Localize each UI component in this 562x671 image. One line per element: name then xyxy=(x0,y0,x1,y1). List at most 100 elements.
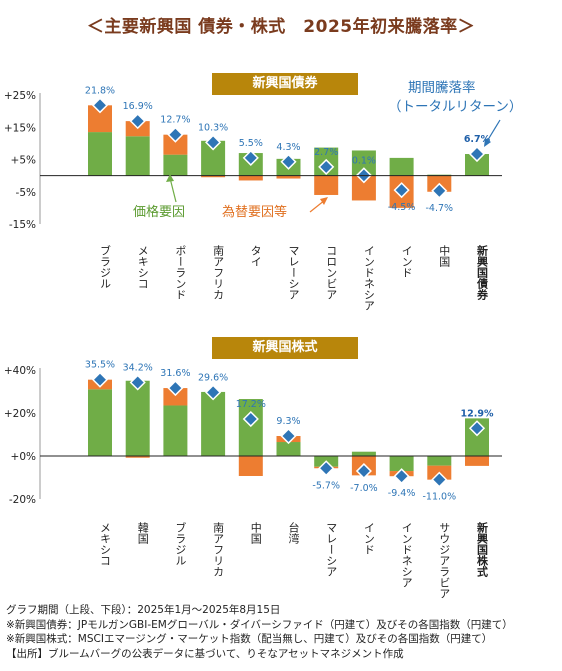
legend-total-label: 期間騰落率 xyxy=(408,79,476,96)
equity-bar-price xyxy=(389,456,414,472)
equity-category-label: マレーシア xyxy=(325,522,338,577)
equity-total-label: 17.2% xyxy=(236,399,266,410)
bond-category-label: ポーランド xyxy=(174,245,187,300)
equity-total-label: -5.7% xyxy=(312,480,340,491)
equity-chart-title: 新興国株式 xyxy=(212,337,358,359)
bond-bar-fx xyxy=(238,175,263,181)
equity-total-marker xyxy=(355,462,372,480)
bond-total-label: -4.7% xyxy=(426,203,454,214)
bond-total-label: 6.7% xyxy=(464,134,491,145)
bond-ytick-label: +5% xyxy=(11,155,36,167)
bond-category-label: タイ xyxy=(249,245,262,267)
bond-ytick-label: +15% xyxy=(4,122,36,134)
equity-category-label: サウジアラビア xyxy=(438,522,451,599)
equity-category-label: 韓国 xyxy=(136,522,149,545)
equity-bar-price xyxy=(125,380,150,456)
footnote-equity-index: ※新興国株式：MSCIエマージング・マーケット指数（配当無し、円建て）及びその各… xyxy=(6,633,493,645)
bond-bar-fx xyxy=(276,175,301,179)
bond-total-marker xyxy=(431,182,448,199)
equity-total-label: -9.4% xyxy=(388,488,416,499)
equity-bar-price xyxy=(238,399,263,456)
equity-total-marker xyxy=(431,471,448,488)
bond-total-label: 5.5% xyxy=(239,138,263,149)
page-title: ＜主要新興国 債券・株式 2025年初来騰落率＞ xyxy=(86,17,476,37)
equity-total-label: 9.3% xyxy=(276,416,300,427)
bond-bar-price xyxy=(465,154,489,176)
equity-bar-fx xyxy=(465,456,489,466)
equity-total-label: 29.6% xyxy=(198,372,228,383)
bond-total-marker xyxy=(468,145,486,163)
bond-bar-price xyxy=(163,154,188,176)
legend-fx-arrowhead xyxy=(320,197,328,205)
bond-total-label: 2.7% xyxy=(314,147,338,158)
equity-total-marker xyxy=(280,427,297,445)
equity-total-label: 31.6% xyxy=(160,368,190,379)
equity-bar-price xyxy=(276,442,301,456)
legend-price-arrow xyxy=(169,177,177,203)
equity-category-label: インド xyxy=(362,522,375,555)
equity-bar-fx xyxy=(125,456,150,458)
bond-bar-price xyxy=(88,132,112,176)
equity-total-marker xyxy=(167,379,184,397)
equity-total-marker xyxy=(318,460,335,477)
bond-total-marker xyxy=(167,126,184,143)
equity-category-label: ブラジル xyxy=(174,521,187,566)
footnote-source: 【出所】ブルームバーグの公表データに基づいて、りそなアセットマネジメント作成 xyxy=(6,647,404,660)
equity-category-label: インドネシア xyxy=(400,522,413,588)
equity-category-label: メキシコ xyxy=(99,522,112,566)
bond-category-label: 南アフリカ xyxy=(212,245,225,300)
footnote-bond-index: ※新興国債券：JPモルガンGBI-EMグローバル・ダイバーシファイド（円建て）及… xyxy=(6,618,513,631)
bond-bar-fx xyxy=(314,175,339,195)
legend-total-arrow xyxy=(485,119,501,144)
bond-total-label: 10.3% xyxy=(198,122,228,133)
equity-total-label: -11.0% xyxy=(422,492,456,503)
equity-total-marker xyxy=(468,420,486,437)
legend-total-label-sub: （トータルリターン） xyxy=(388,99,522,115)
legend-total-arrowhead xyxy=(484,138,491,147)
bond-total-label: 0.1% xyxy=(352,155,376,166)
bond-bar-price xyxy=(125,136,150,176)
bond-category-label: インド xyxy=(400,245,413,278)
bond-category-label: コロンビア xyxy=(325,245,338,300)
equity-category-label: 台湾 xyxy=(287,521,300,545)
bond-total-marker xyxy=(129,113,146,130)
bond-category-label: 中国 xyxy=(438,245,451,268)
bond-total-label: 12.7% xyxy=(160,115,190,126)
equity-category-label: 南アフリカ xyxy=(212,522,225,577)
bond-bar-fx xyxy=(201,175,226,178)
equity-ytick-label: +0% xyxy=(11,451,36,463)
bond-total-label: 16.9% xyxy=(123,101,153,112)
bond-category-label: 新興国債券 xyxy=(476,244,490,301)
bond-total-marker xyxy=(242,149,259,166)
legend-price-arrowhead xyxy=(166,174,174,182)
equity-bar-fx xyxy=(238,456,263,476)
bond-category-label: ブラジル xyxy=(99,244,112,289)
equity-bar-price xyxy=(163,405,188,456)
equity-total-marker xyxy=(393,468,410,485)
equity-total-label: 34.2% xyxy=(123,362,153,373)
bond-total-marker xyxy=(280,153,297,170)
equity-total-marker xyxy=(91,371,109,388)
bond-total-marker xyxy=(318,158,335,175)
equity-category-label: 中国 xyxy=(249,522,262,545)
equity-ytick-label: +40% xyxy=(4,365,36,377)
bond-total-label: 21.8% xyxy=(85,85,115,96)
equity-total-marker xyxy=(129,374,146,391)
bond-total-label: -4.5% xyxy=(388,202,416,213)
bond-bar-fx xyxy=(163,134,188,155)
chart-canvas: +25% +15% +5% -5% -15% 21.8% ブラジル 16.9% メキシコ 12.7… xyxy=(4,79,522,599)
bond-category-label: メキシコ xyxy=(136,245,149,289)
equity-category-label: 新興国株式 xyxy=(476,521,489,578)
equity-ytick-label: -20% xyxy=(9,494,36,506)
equity-bar-price xyxy=(88,389,112,456)
bond-category-label: マレーシア xyxy=(287,245,300,300)
bond-total-marker xyxy=(205,134,222,151)
bond-ytick-label: -15% xyxy=(9,219,36,231)
bond-ytick-label: +25% xyxy=(4,90,36,102)
footnotes: グラフ期間（上段、下段）：2025年1月～2025年8月15日 ※新興国債券：J… xyxy=(6,603,513,661)
bond-ytick-label: -5% xyxy=(16,187,36,199)
equity-total-label: 35.5% xyxy=(85,360,115,371)
equity-bar-price xyxy=(427,456,452,466)
equity-bar-price xyxy=(201,391,226,456)
legend-fx-label: 為替要因等 xyxy=(222,204,287,220)
